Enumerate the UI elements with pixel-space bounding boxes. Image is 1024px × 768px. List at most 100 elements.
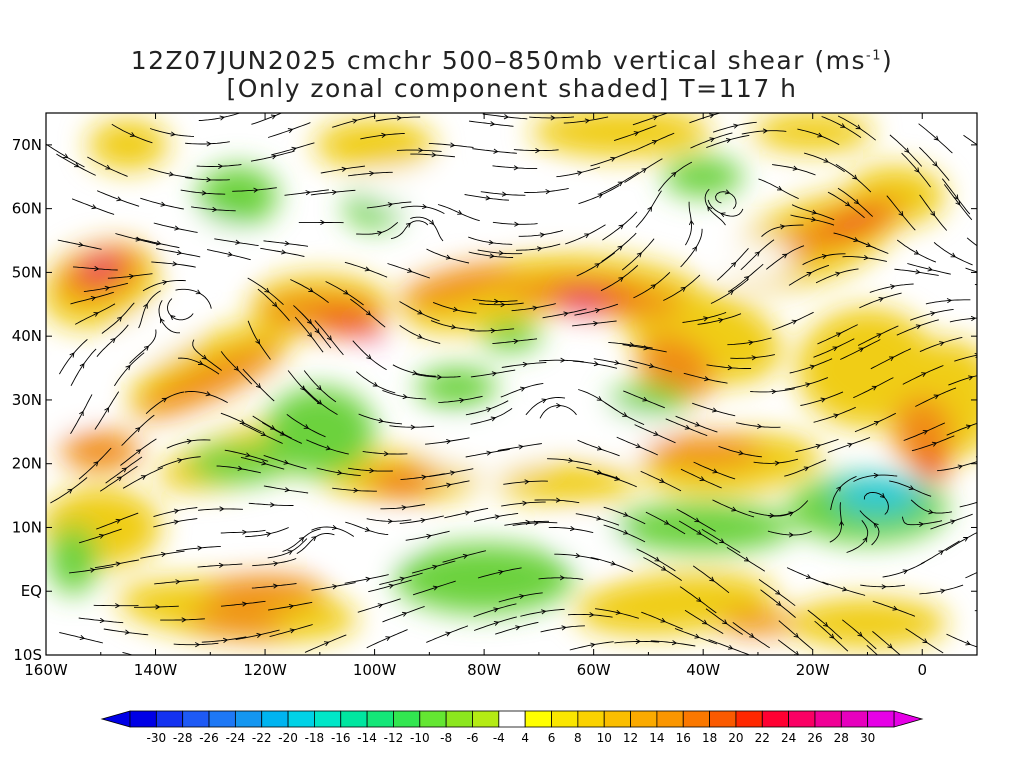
streamline bbox=[242, 423, 283, 444]
streamline bbox=[614, 640, 660, 644]
streamline-arrow bbox=[744, 275, 750, 282]
streamline-arrow bbox=[712, 407, 718, 413]
streamline bbox=[911, 435, 955, 452]
streamline bbox=[153, 222, 198, 233]
streamline-arrow bbox=[618, 276, 624, 282]
streamline bbox=[501, 362, 547, 368]
streamline-arrow bbox=[503, 114, 510, 120]
streamline bbox=[616, 436, 658, 456]
streamline-arrow bbox=[694, 517, 700, 523]
streamline-arrow bbox=[273, 583, 279, 589]
streamline bbox=[311, 526, 355, 537]
streamline-arrow bbox=[110, 337, 116, 344]
streamline bbox=[577, 439, 620, 457]
streamline bbox=[665, 418, 708, 437]
map-title-line-2: [Only zonal component shaded] T=117 h bbox=[226, 74, 798, 103]
streamline bbox=[78, 617, 124, 624]
streamline-arrow bbox=[775, 589, 781, 595]
streamline-arrow bbox=[615, 609, 622, 615]
streamline-arrow bbox=[873, 522, 879, 528]
streamline bbox=[70, 394, 93, 434]
streamline bbox=[220, 412, 262, 433]
streamline bbox=[741, 130, 787, 135]
streamline bbox=[151, 261, 196, 268]
streamline-arrow bbox=[494, 298, 500, 304]
streamline bbox=[192, 339, 222, 371]
streamline-arrow bbox=[617, 181, 624, 187]
colorbar-label: 22 bbox=[755, 731, 770, 745]
streamline-arrow bbox=[878, 297, 884, 302]
streamline-arrow bbox=[684, 424, 691, 430]
streamline bbox=[870, 348, 911, 370]
streamline-arrow bbox=[98, 533, 105, 539]
streamline bbox=[472, 298, 518, 302]
streamline bbox=[712, 121, 757, 133]
streamline-arrow bbox=[597, 193, 604, 199]
streamline bbox=[247, 277, 284, 306]
streamline bbox=[252, 558, 297, 567]
streamline-arrow bbox=[143, 345, 150, 351]
colorbar-label: 8 bbox=[574, 731, 582, 745]
streamline-arrow bbox=[996, 449, 1000, 453]
streamline-arrow bbox=[173, 519, 180, 525]
streamline-arrow bbox=[855, 124, 862, 130]
streamline bbox=[282, 528, 321, 552]
streamline bbox=[905, 628, 944, 654]
streamline-arrow bbox=[256, 632, 262, 638]
streamline bbox=[633, 132, 675, 152]
streamline-arrow bbox=[291, 146, 297, 152]
streamline-arrow bbox=[719, 538, 725, 544]
streamline bbox=[674, 628, 718, 645]
streamline-arrow bbox=[938, 550, 944, 556]
streamline bbox=[941, 178, 971, 215]
streamline bbox=[727, 263, 764, 293]
streamline bbox=[399, 515, 444, 524]
streamline-arrow bbox=[957, 464, 964, 470]
streamline-arrow bbox=[918, 521, 925, 527]
streamline bbox=[860, 584, 905, 588]
colorbar-box bbox=[155, 710, 184, 728]
streamline bbox=[57, 239, 102, 250]
streamline-arrow bbox=[177, 458, 183, 464]
streamline bbox=[959, 501, 977, 508]
streamline bbox=[948, 375, 977, 386]
streamline-arrow bbox=[174, 225, 180, 231]
streamline bbox=[837, 115, 876, 141]
streamline-arrow bbox=[201, 190, 208, 196]
streamline bbox=[198, 508, 243, 511]
streamline-arrow bbox=[459, 397, 465, 404]
streamline-arrow bbox=[648, 363, 655, 369]
streamline bbox=[920, 540, 960, 565]
streamline-arrow bbox=[835, 271, 841, 277]
streamline-arrow bbox=[545, 189, 551, 195]
streamline bbox=[185, 177, 230, 181]
streamline bbox=[196, 164, 242, 167]
streamline bbox=[889, 480, 932, 497]
streamline bbox=[158, 300, 180, 334]
streamline-arrow bbox=[176, 250, 183, 256]
streamline-arrow bbox=[776, 601, 782, 606]
streamline bbox=[889, 134, 923, 167]
streamline-arrow bbox=[90, 567, 96, 573]
lat-label: 30N bbox=[12, 391, 42, 409]
streamline-arrow bbox=[970, 315, 977, 322]
streamline-arrow bbox=[881, 584, 887, 590]
streamline bbox=[382, 389, 427, 400]
streamline bbox=[111, 123, 153, 144]
streamline-arrow bbox=[407, 267, 413, 273]
streamline bbox=[710, 278, 749, 304]
streamline-arrow bbox=[661, 565, 667, 571]
streamline bbox=[727, 337, 772, 346]
streamline bbox=[157, 456, 201, 469]
streamline bbox=[704, 188, 726, 226]
streamline-arrow bbox=[401, 611, 408, 617]
streamline-arrow bbox=[181, 617, 187, 623]
streamline bbox=[740, 239, 775, 271]
streamline bbox=[786, 567, 829, 586]
streamline bbox=[263, 485, 309, 494]
colorbar-box bbox=[603, 710, 631, 728]
streamline-arrow bbox=[143, 303, 148, 309]
streamline bbox=[473, 603, 517, 618]
streamline-arrow bbox=[953, 194, 959, 200]
streamline-arrow bbox=[823, 621, 829, 627]
